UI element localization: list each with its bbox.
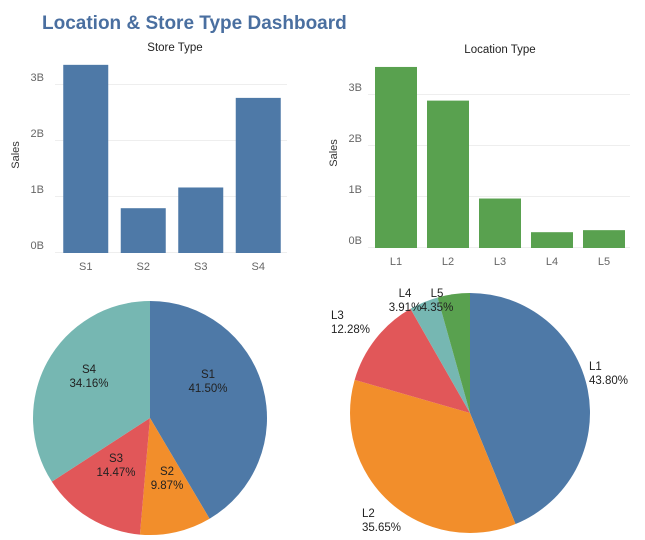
location-type-pie-slice-label-l3: L3 12.28% bbox=[331, 310, 370, 336]
location-type-pie-slice-l4 bbox=[410, 297, 470, 413]
store-type-pie-slice-s1 bbox=[150, 301, 268, 519]
store-type-bar-s2 bbox=[120, 208, 166, 253]
store-type-x-tick-label: S1 bbox=[79, 261, 92, 273]
store-type-chart-title: Store Type bbox=[147, 42, 202, 54]
location-type-pie-slice-l2 bbox=[350, 379, 516, 533]
store-type-pie: S1 41.50% S2 9.87% S3 14.47% S4 34.16% bbox=[33, 301, 268, 536]
location-type-bar-chart: Location Type Sales 0B 1B 2B 3B L1 L2 L3 L4 L5 bbox=[328, 44, 630, 268]
location-type-pie-slice-label-l1: L1 43.80% bbox=[589, 361, 628, 387]
store-type-bar-s4 bbox=[235, 97, 281, 253]
location-type-pie-slice-label-l2: L2 35.65% bbox=[362, 508, 401, 534]
store-type-pie-slice-s4 bbox=[33, 301, 150, 482]
location-type-y-tick-label: 2B bbox=[349, 133, 362, 145]
location-type-y-tick-label: 3B bbox=[349, 82, 362, 94]
store-type-pie-slice-label-s1: S1 41.50% bbox=[188, 369, 227, 395]
store-type-bar-chart: Store Type Sales 0B 1B 2B 3B S1 S2 S3 S4 bbox=[10, 42, 287, 273]
store-type-y-tick-label: 1B bbox=[31, 184, 44, 196]
location-type-x-tick-label: L4 bbox=[546, 256, 558, 268]
store-type-y-tick-label: 3B bbox=[31, 72, 44, 84]
location-type-bar-l4 bbox=[531, 232, 573, 248]
location-type-pie-slice-l3 bbox=[354, 308, 470, 413]
store-type-x-tick-label: S4 bbox=[252, 261, 265, 273]
location-type-y-tick-label: 1B bbox=[349, 184, 362, 196]
location-type-pie-slice-label-l4: L4 3.91% bbox=[389, 288, 422, 314]
store-type-pie-slice-s2 bbox=[139, 418, 210, 536]
store-type-bar-s3 bbox=[178, 187, 224, 253]
store-type-bar-s1 bbox=[63, 64, 109, 253]
store-type-y-axis-label: Sales bbox=[10, 141, 22, 169]
location-type-x-tick-label: L3 bbox=[494, 256, 506, 268]
location-type-bar-l2 bbox=[427, 100, 469, 248]
store-type-y-tick-label: 0B bbox=[31, 240, 44, 252]
store-type-y-tick-label: 2B bbox=[31, 128, 44, 140]
location-type-y-tick-label: 0B bbox=[349, 235, 362, 247]
location-type-chart-title: Location Type bbox=[464, 44, 535, 56]
dashboard-title: Location & Store Type Dashboard bbox=[42, 13, 347, 34]
location-type-pie-slice-l1 bbox=[470, 293, 590, 525]
location-type-bar-l5 bbox=[583, 230, 625, 248]
location-type-bar-l3 bbox=[479, 198, 521, 248]
location-type-y-axis-label: Sales bbox=[328, 139, 340, 167]
store-type-x-tick-label: S2 bbox=[137, 261, 150, 273]
store-type-pie-slice-label-s4: S4 34.16% bbox=[69, 364, 108, 390]
store-type-x-tick-label: S3 bbox=[194, 261, 207, 273]
store-type-pie-slice-s3 bbox=[51, 418, 150, 535]
location-type-x-tick-label: L1 bbox=[390, 256, 402, 268]
location-type-pie: L1 43.80% L2 35.65% L3 12.28% L4 3.91%L5 4.35% bbox=[331, 288, 628, 534]
location-type-x-tick-label: L5 bbox=[598, 256, 610, 268]
location-type-pie-slice-l5 bbox=[437, 293, 470, 413]
store-type-pie-slice-label-s3: S3 14.47% bbox=[96, 453, 135, 479]
store-type-pie-slice-label-s2: S2 9.87% bbox=[151, 466, 184, 492]
location-type-pie-slice-label-l5: L5 4.35% bbox=[421, 288, 454, 314]
location-type-x-tick-label: L2 bbox=[442, 256, 454, 268]
location-type-bar-l1 bbox=[375, 66, 417, 248]
